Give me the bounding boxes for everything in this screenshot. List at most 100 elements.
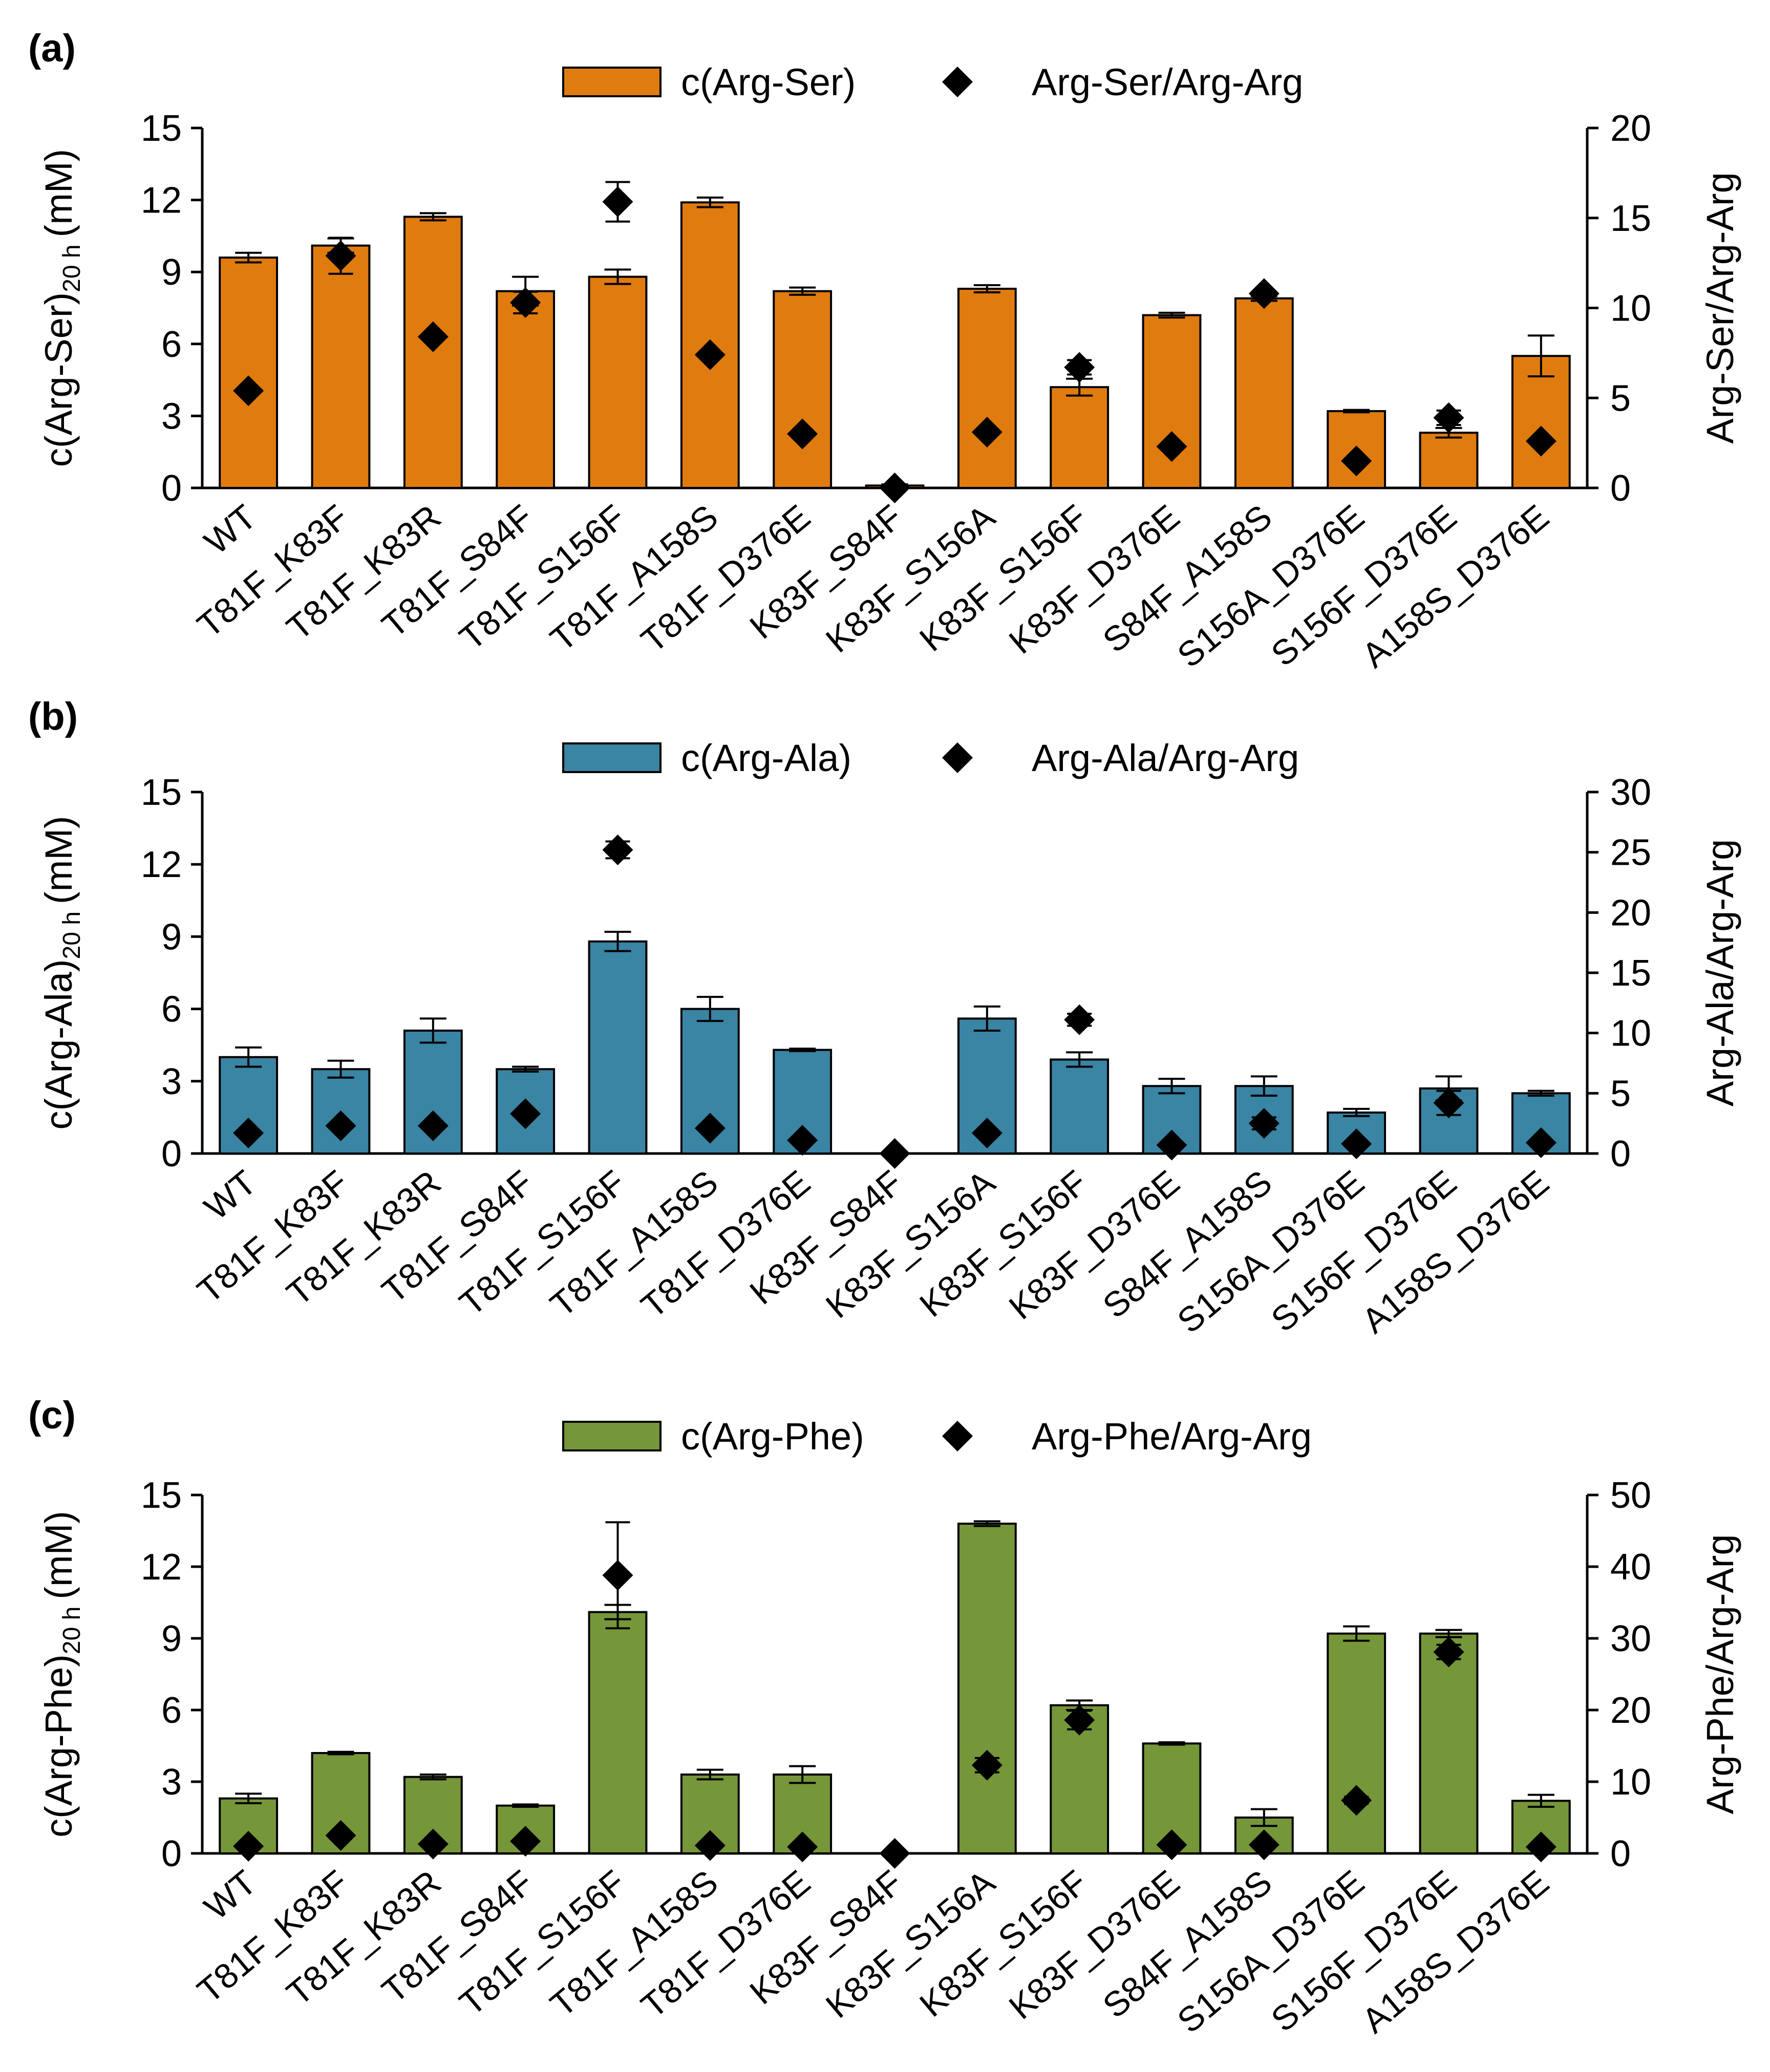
y2-axis-title: Arg-Phe/Arg-Arg — [1699, 1534, 1741, 1814]
bar-K83F_S156F — [1050, 386, 1110, 489]
point-T81F_S84F — [510, 1098, 541, 1129]
right-tick-label: 20 — [1610, 108, 1651, 149]
right-tick-label: 30 — [1610, 1618, 1651, 1659]
bar-T81F_S84F — [496, 290, 556, 489]
panel-label: (a) — [28, 27, 76, 70]
left-tick-label: 3 — [161, 396, 182, 437]
legend-swatch-diamond — [942, 1421, 973, 1451]
right-tick-label: 5 — [1610, 378, 1631, 419]
bar-T81F_S156F — [588, 1611, 648, 1855]
y-axis-title-main: c(Arg-Ser) — [37, 292, 80, 467]
bar-K83F_S156F — [1050, 1058, 1110, 1155]
right-tick-label: 30 — [1610, 772, 1651, 813]
bar-T81F_S156F — [588, 275, 648, 489]
point-A158S_D376E — [1525, 1127, 1556, 1158]
bar-T81F_D376E — [773, 290, 833, 489]
right-tick-label: 20 — [1610, 892, 1651, 933]
point-T81F_D376E — [787, 418, 818, 450]
right-tick-label: 0 — [1610, 468, 1631, 509]
left-tick-label: 6 — [161, 324, 182, 365]
point-WT — [233, 1117, 264, 1148]
legend: c(Arg-Ser) Arg-Ser/Arg-Arg — [562, 61, 1303, 103]
legend-label-bar: c(Arg-Ser) — [681, 61, 856, 103]
y-axis-title-main: c(Arg-Ala) — [37, 959, 80, 1129]
y-axis-title-main: c(Arg-Phe) — [37, 1654, 80, 1838]
left-tick-label: 6 — [161, 1690, 182, 1731]
left-tick-label: 6 — [161, 989, 182, 1030]
left-tick-label: 0 — [161, 1833, 182, 1874]
point-T81F_A158S — [694, 1830, 726, 1861]
point-K83F_S84F — [879, 1138, 910, 1169]
right-tick-label: 0 — [1610, 1833, 1631, 1874]
point-T81F_K83R — [417, 321, 449, 352]
point-A158S_D376E — [1525, 425, 1556, 457]
point-T81F_S156F — [602, 186, 633, 218]
point-S156F_D376E — [1433, 1087, 1464, 1119]
left-tick-label: 15 — [141, 772, 182, 813]
point-K83F_S84F — [879, 473, 910, 503]
point-S84F_A158S — [1248, 278, 1279, 309]
point-K83F_S84F — [879, 1838, 910, 1869]
bar-K83F_S156A — [957, 1523, 1017, 1854]
bar-S156F_D376E — [1419, 432, 1479, 489]
bar-S84F_A158S — [1234, 297, 1294, 489]
point-S156A_D376E — [1341, 445, 1372, 477]
point-S156A_D376E — [1341, 1785, 1372, 1816]
panel-label: (b) — [28, 695, 78, 738]
bar-K83F_D376E — [1142, 1742, 1202, 1854]
y-axis-title-unit: (mM) — [37, 149, 80, 238]
left-tick-label: 0 — [161, 468, 182, 509]
legend-swatch-bar — [562, 67, 662, 97]
right-tick-label: 0 — [1610, 1134, 1631, 1174]
point-S156F_D376E — [1433, 402, 1464, 433]
left-tick-label: 3 — [161, 1762, 182, 1803]
bar-S156A_D376E — [1327, 1632, 1387, 1855]
point-S84F_A158S — [1248, 1829, 1279, 1861]
panel-label: (c) — [28, 1394, 76, 1437]
legend-label-bar: c(Arg-Phe) — [681, 1415, 864, 1458]
legend-label-diamond: Arg-Ser/Arg-Arg — [1032, 61, 1303, 103]
point-K83F_S156A — [971, 1749, 1003, 1781]
point-S156A_D376E — [1341, 1128, 1372, 1160]
y-axis-title-sub: 20 h — [58, 911, 86, 959]
left-tick-label: 12 — [141, 1547, 182, 1588]
left-tick-label: 3 — [161, 1061, 182, 1102]
left-tick-label: 12 — [141, 844, 182, 885]
y-axis-title-unit: (mM) — [37, 816, 80, 904]
bar-T81F_K83R — [403, 216, 463, 489]
bar-K83F_D376E — [1142, 314, 1202, 489]
legend: c(Arg-Ala) Arg-Ala/Arg-Arg — [562, 737, 1299, 779]
y2-axis-title: Arg-Ala/Arg-Arg — [1699, 839, 1741, 1106]
left-tick-label: 15 — [141, 108, 182, 149]
right-tick-label: 10 — [1610, 1762, 1651, 1803]
point-WT — [233, 1831, 264, 1862]
legend-swatch-diamond — [942, 742, 973, 773]
legend-swatch-bar — [562, 742, 662, 773]
bar-T81F_K83F — [311, 244, 371, 489]
right-tick-label: 25 — [1610, 832, 1651, 873]
category-label: WT — [197, 497, 264, 562]
legend-label-diamond: Arg-Ala/Arg-Arg — [1032, 737, 1299, 779]
point-T81F_K83R — [417, 1110, 449, 1141]
right-tick-label: 10 — [1610, 288, 1651, 329]
right-tick-label: 15 — [1610, 953, 1651, 994]
point-T81F_S84F — [510, 1826, 541, 1857]
point-K83F_S156A — [971, 417, 1003, 448]
y-axis-title-sub: 20 h — [58, 1607, 86, 1654]
right-tick-label: 50 — [1610, 1475, 1651, 1516]
point-T81F_S156F — [602, 834, 633, 865]
point-K83F_S156F — [1064, 1004, 1095, 1035]
point-T81F_A158S — [694, 339, 726, 370]
point-K83F_D376E — [1156, 1829, 1187, 1861]
point-T81F_K83F — [325, 1110, 356, 1141]
point-T81F_D376E — [787, 1831, 818, 1863]
point-K83F_D376E — [1156, 431, 1187, 462]
y-axis-title-unit: (mM) — [37, 1511, 80, 1599]
bar-T81F_S156F — [588, 940, 648, 1155]
legend-swatch-diamond — [942, 67, 973, 97]
y-axis-title: c(Arg-Ser)20 h (mM) — [37, 149, 86, 467]
y2-axis-title: Arg-Ser/Arg-Arg — [1699, 172, 1741, 443]
